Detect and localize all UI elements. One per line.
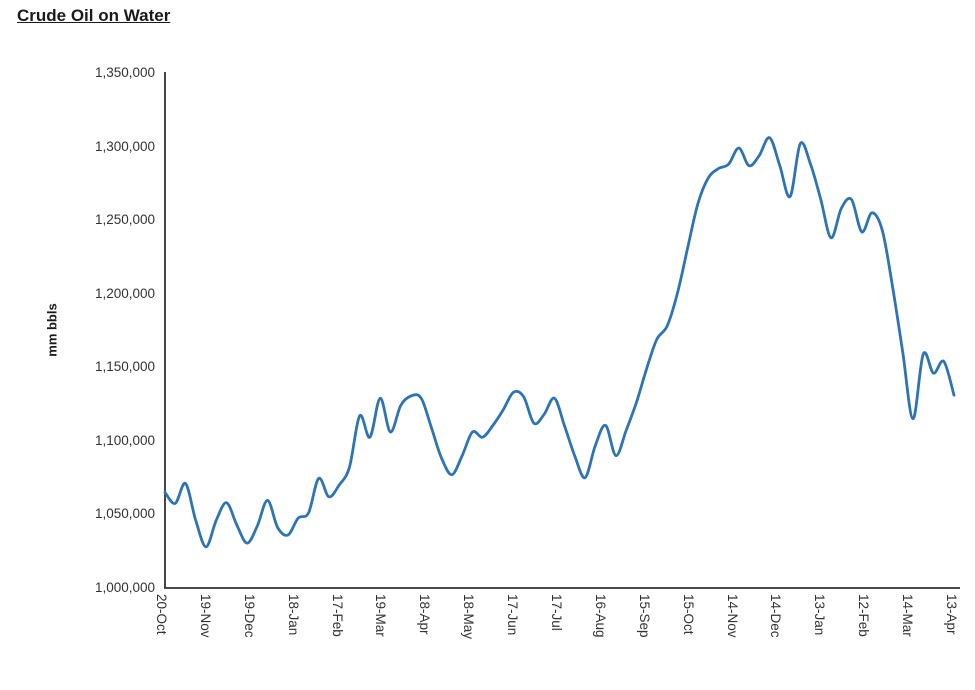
- x-tick-label: 15-Oct: [680, 594, 696, 635]
- x-tick-label: 19-Dec: [241, 594, 257, 638]
- x-tick-label: 15-Sep: [636, 594, 652, 638]
- y-tick-label: 1,250,000: [94, 212, 155, 228]
- x-tick-label: 19-Mar: [373, 594, 389, 637]
- x-tick-label: 17-Jul: [549, 594, 564, 631]
- x-tick-label: 18-Apr: [417, 594, 433, 635]
- x-tick-label: 18-May: [461, 594, 477, 640]
- y-tick-label: 1,150,000: [94, 359, 155, 375]
- chart-title: Crude Oil on Water: [17, 6, 171, 25]
- x-tick-label: 16-Aug: [592, 594, 608, 638]
- x-tick-label: 12-Feb: [856, 594, 872, 637]
- x-tick-label: 19-Nov: [197, 594, 213, 638]
- x-tick-label: 13-Apr: [944, 594, 959, 635]
- y-tick-label: 1,200,000: [94, 285, 155, 301]
- data-line-series: [163, 136, 956, 549]
- x-tick-label: 13-Jan: [812, 594, 828, 636]
- x-tick-label: 14-Nov: [724, 594, 740, 638]
- x-tick-label: 17-Jun: [505, 594, 521, 636]
- y-tick-label: 1,300,000: [94, 138, 155, 154]
- y-tick-label: 1,000,000: [94, 580, 155, 595]
- y-tick-label: 1,350,000: [94, 65, 155, 80]
- x-tick-label: 14-Dec: [768, 594, 784, 638]
- y-tick-label: 1,100,000: [94, 432, 155, 448]
- x-tick-label: 18-Jan: [285, 594, 301, 636]
- y-tick-label: 1,050,000: [94, 506, 155, 522]
- x-tick-label: 17-Feb: [329, 594, 345, 637]
- x-tick-label: 20-Oct: [154, 594, 169, 635]
- x-tick-label: 14-Mar: [900, 594, 916, 637]
